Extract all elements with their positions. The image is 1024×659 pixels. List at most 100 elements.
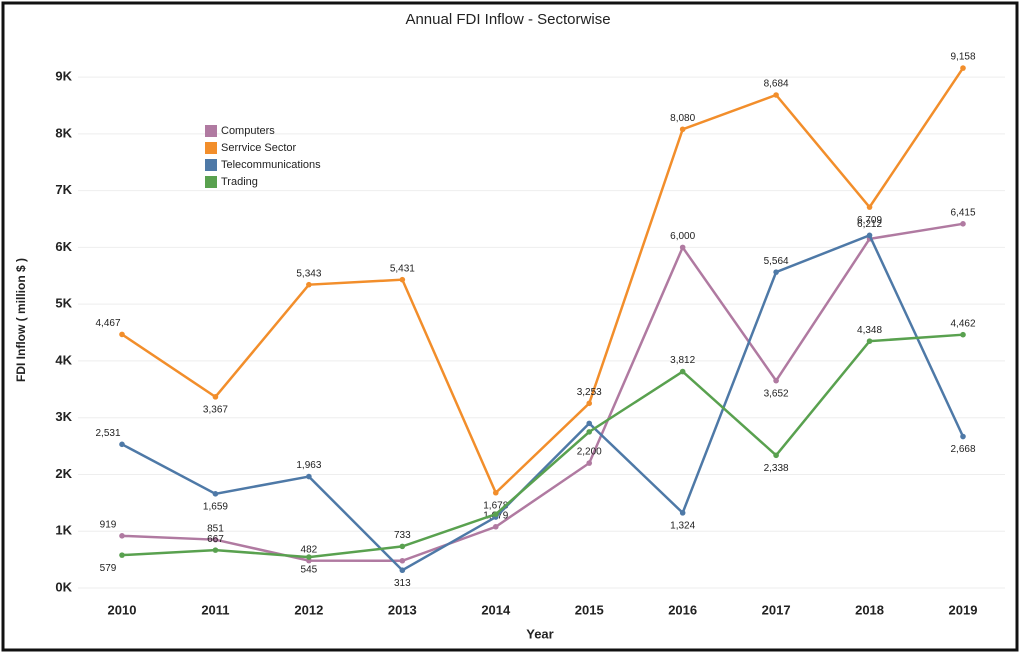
x-tick-label: 2014 — [481, 602, 511, 617]
data-point — [866, 338, 873, 344]
y-tick-label: 4K — [55, 352, 72, 367]
data-point — [773, 377, 779, 384]
data-point — [586, 420, 593, 427]
data-label: 851 — [207, 523, 224, 534]
data-label: 2,668 — [950, 444, 975, 455]
data-point — [679, 510, 686, 516]
data-point — [679, 368, 686, 375]
data-label: 5,564 — [764, 256, 789, 267]
data-label: 545 — [301, 565, 318, 576]
data-point — [492, 489, 499, 496]
data-label: 579 — [100, 563, 117, 574]
data-label: 1,324 — [670, 520, 695, 531]
data-label: 6,415 — [950, 207, 975, 218]
y-tick-label: 6K — [55, 239, 72, 254]
y-tick-label: 0K — [55, 579, 72, 594]
y-tick-label: 9K — [55, 69, 72, 84]
data-label: 6,000 — [670, 231, 695, 242]
data-label: 2,338 — [764, 463, 789, 474]
data-point — [866, 232, 873, 239]
x-tick-label: 2017 — [762, 602, 791, 617]
series-line — [121, 333, 964, 559]
data-point — [586, 400, 593, 407]
data-point — [960, 65, 966, 71]
data-point — [679, 244, 686, 251]
data-label: 3,812 — [670, 355, 695, 366]
y-tick-label: 7K — [55, 182, 72, 197]
legend-label: Computers — [221, 125, 275, 137]
data-label: 8,080 — [670, 113, 695, 124]
data-point — [119, 441, 125, 448]
data-point — [586, 460, 593, 466]
data-point — [399, 557, 406, 564]
y-tick-label: 8K — [55, 125, 72, 140]
data-label: 482 — [301, 544, 318, 555]
legend-swatch — [205, 142, 217, 154]
data-point — [773, 92, 779, 98]
data-label: 4,467 — [95, 318, 120, 329]
legend-swatch — [205, 176, 217, 188]
x-tick-label: 2019 — [949, 602, 978, 617]
data-label: 3,367 — [203, 404, 228, 415]
data-point — [866, 204, 873, 210]
data-label: 733 — [394, 530, 411, 541]
data-label: 1,678 — [483, 500, 508, 511]
x-axis-label: Year — [526, 626, 553, 641]
data-point — [960, 331, 966, 338]
x-tick-label: 2015 — [575, 602, 604, 617]
y-axis-label: FDI Inflow ( million $ ) — [14, 258, 28, 382]
data-label: 3,253 — [577, 387, 602, 398]
series-line — [121, 67, 965, 495]
data-point — [306, 554, 312, 560]
data-label: 4,462 — [950, 318, 975, 329]
y-tick-label: 2K — [55, 466, 72, 481]
data-point — [399, 276, 406, 283]
data-point — [773, 452, 779, 459]
y-tick-label: 3K — [55, 409, 72, 424]
data-label: 4,348 — [857, 325, 882, 336]
data-point — [212, 536, 219, 543]
data-point — [586, 429, 593, 435]
data-label: 6,709 — [857, 215, 882, 226]
data-point — [119, 552, 125, 558]
series-line — [121, 222, 964, 563]
data-point — [492, 511, 499, 517]
data-label: 2,531 — [95, 428, 120, 439]
data-label: 5,431 — [390, 263, 415, 274]
data-point — [679, 126, 686, 133]
data-point — [960, 433, 966, 440]
data-point — [212, 491, 219, 497]
x-tick-label: 2011 — [201, 602, 229, 617]
data-point — [399, 543, 406, 550]
data-point — [306, 473, 312, 480]
data-label: 919 — [100, 519, 117, 530]
data-point — [306, 281, 312, 288]
data-label: 313 — [394, 578, 411, 589]
data-point — [212, 547, 219, 553]
data-label: 8,684 — [764, 79, 789, 90]
data-point — [119, 533, 125, 539]
data-point — [399, 567, 406, 574]
data-point — [212, 394, 219, 400]
x-tick-label: 2016 — [668, 602, 697, 617]
data-label: 9,158 — [950, 52, 975, 63]
data-point — [119, 331, 125, 338]
data-label: 5,343 — [296, 268, 321, 279]
data-label: 667 — [207, 534, 224, 545]
legend-swatch — [205, 125, 217, 137]
data-label: 1,659 — [203, 501, 228, 512]
data-label: 3,652 — [764, 388, 789, 399]
data-point — [960, 221, 966, 227]
legend-label: Trading — [221, 176, 258, 188]
data-label: 1,963 — [296, 460, 321, 471]
data-label: 6,212 — [857, 219, 882, 230]
x-tick-label: 2010 — [108, 602, 137, 617]
legend-label: Serrvice Sector — [221, 142, 297, 154]
y-tick-label: 5K — [55, 296, 72, 311]
data-point — [773, 269, 779, 275]
x-tick-label: 2012 — [294, 602, 323, 617]
y-tick-label: 1K — [55, 523, 72, 538]
legend-label: Telecommunications — [221, 159, 321, 171]
